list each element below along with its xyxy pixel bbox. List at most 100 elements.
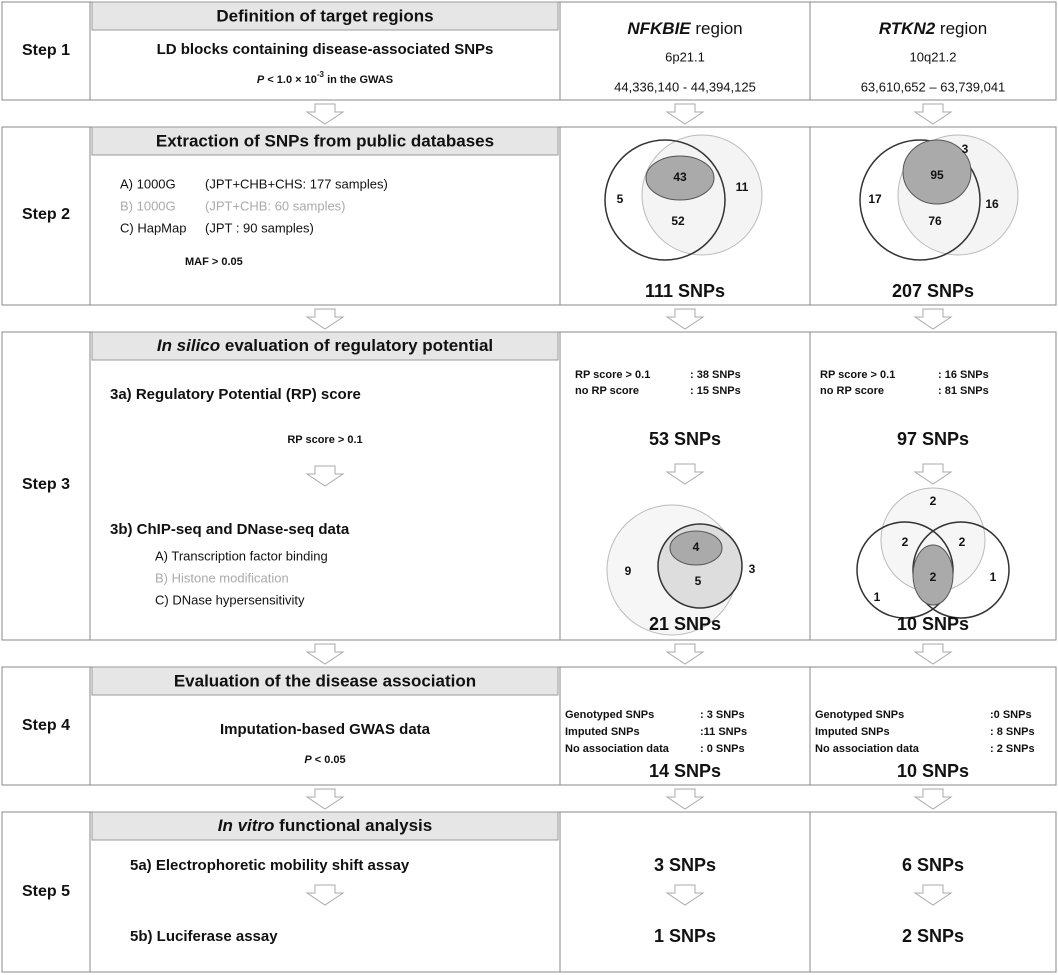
rp-label: no RP score — [820, 385, 884, 397]
total: 1 SNPs — [654, 926, 716, 946]
arrow — [666, 308, 704, 330]
method: Imputation-based GWAS data — [220, 721, 431, 738]
source: A) 1000G — [120, 176, 176, 191]
title-italic: In vitro — [218, 816, 275, 835]
step-title-box — [91, 331, 559, 361]
venn-circle — [669, 530, 723, 566]
venn-count: 1 — [874, 590, 881, 604]
rp-label: RP score > 0.1 — [575, 369, 650, 381]
range: 63,610,652 – 63,739,041 — [861, 79, 1006, 94]
total: 2 SNPs — [902, 926, 964, 946]
source-detail: (JPT+CHB: 60 samples) — [205, 198, 346, 213]
venn-count: 43 — [673, 170, 687, 184]
venn-count: 3 — [749, 562, 756, 576]
rp-count: : 15 SNPs — [690, 385, 741, 397]
title-rest: evaluation of regulatory potential — [225, 336, 493, 355]
assoc-label: No association data — [565, 743, 670, 755]
step-title: In vitro functional analysis — [218, 816, 432, 835]
venn-count: 95 — [930, 168, 944, 182]
assoc-count: : 3 SNPs — [700, 709, 745, 721]
total: 97 SNPs — [897, 429, 969, 449]
source-detail: (JPT : 90 samples) — [205, 220, 314, 235]
threshold: P < 0.05 — [304, 754, 345, 766]
venn-circle — [859, 139, 981, 261]
venn-count: 16 — [985, 197, 999, 211]
assoc-count: :0 SNPs — [990, 709, 1032, 721]
source: C) HapMap — [120, 220, 186, 235]
assoc-label: Imputed SNPs — [815, 726, 890, 738]
arrow — [306, 643, 344, 665]
total: 3 SNPs — [654, 855, 716, 875]
step-label: Step 2 — [22, 206, 70, 223]
substep: 3a) Regulatory Potential (RP) score — [110, 386, 361, 403]
rp-label: no RP score — [575, 385, 639, 397]
total: 10 SNPs — [897, 614, 969, 634]
threshold: RP score > 0.1 — [287, 434, 362, 446]
arrow — [666, 103, 704, 125]
venn-count: 5 — [617, 192, 624, 206]
title-rest: functional analysis — [279, 816, 432, 835]
venn-circle — [604, 139, 726, 261]
title-italic: In silico — [157, 336, 220, 355]
source: B) 1000G — [120, 198, 176, 213]
band: 10q21.2 — [910, 49, 957, 64]
rp-count: : 16 SNPs — [938, 369, 989, 381]
step-label: Step 5 — [22, 883, 70, 900]
arrow — [914, 308, 952, 330]
venn-circle — [912, 544, 954, 606]
column-header: RTKN2 region — [879, 19, 987, 38]
total: 21 SNPs — [649, 614, 721, 634]
assoc-count: :11 SNPs — [700, 726, 747, 738]
threshold: P < 1.0 × 10-3 in the GWAS — [257, 70, 393, 86]
step-title: Definition of target regions — [216, 6, 433, 25]
arrow — [914, 643, 952, 665]
step-row — [1, 126, 1057, 306]
venn-count: 76 — [928, 214, 942, 228]
substep: 5a) Electrophoretic mobility shift assay — [130, 857, 410, 874]
rel: < 1.0 × 10 — [267, 74, 317, 86]
total: 14 SNPs — [649, 761, 721, 781]
substep: 3b) ChIP-seq and DNase-seq data — [110, 521, 350, 538]
total: 53 SNPs — [649, 429, 721, 449]
venn-count: 3 — [962, 142, 969, 156]
venn-count: 2 — [902, 535, 909, 549]
data-type: A) Transcription factor binding — [155, 548, 328, 563]
arrow — [666, 643, 704, 665]
suffix: region — [695, 19, 742, 38]
column-header: NFKBIE region — [627, 19, 742, 38]
venn-count: 1 — [990, 570, 997, 584]
venn-count: 52 — [671, 214, 685, 228]
data-type: B) Histone modification — [155, 570, 289, 585]
suffix: region — [940, 19, 987, 38]
gene: RTKN2 — [879, 19, 936, 38]
venn-count: 17 — [868, 192, 882, 206]
range: 44,336,140 - 44,394,125 — [614, 79, 756, 94]
venn-count: 2 — [959, 535, 966, 549]
assoc-label: Genotyped SNPs — [815, 709, 904, 721]
venn-count: 5 — [695, 574, 702, 588]
venn-count: 2 — [930, 494, 937, 508]
step-title: Extraction of SNPs from public databases — [156, 131, 494, 150]
step-title-box — [91, 1, 559, 31]
arrow — [306, 103, 344, 125]
rest: < 0.05 — [315, 754, 346, 766]
rest: in the GWAS — [327, 74, 393, 86]
arrow — [306, 308, 344, 330]
step-label: Step 3 — [22, 476, 70, 493]
step-title-box — [91, 666, 559, 696]
step-title: Evaluation of the disease association — [174, 671, 476, 690]
substep: 5b) Luciferase assay — [130, 928, 278, 945]
assoc-count: : 0 SNPs — [700, 743, 745, 755]
assoc-label: Imputed SNPs — [565, 726, 640, 738]
venn-circle — [902, 139, 972, 205]
total: 207 SNPs — [892, 281, 974, 301]
arrow — [666, 788, 704, 810]
assoc-count: : 8 SNPs — [990, 726, 1035, 738]
assoc-label: Genotyped SNPs — [565, 709, 654, 721]
step-row — [1, 331, 1057, 641]
data-type: C) DNase hypersensitivity — [155, 592, 305, 607]
source-detail: (JPT+CHB+CHS: 177 samples) — [205, 176, 388, 191]
arrow — [914, 103, 952, 125]
